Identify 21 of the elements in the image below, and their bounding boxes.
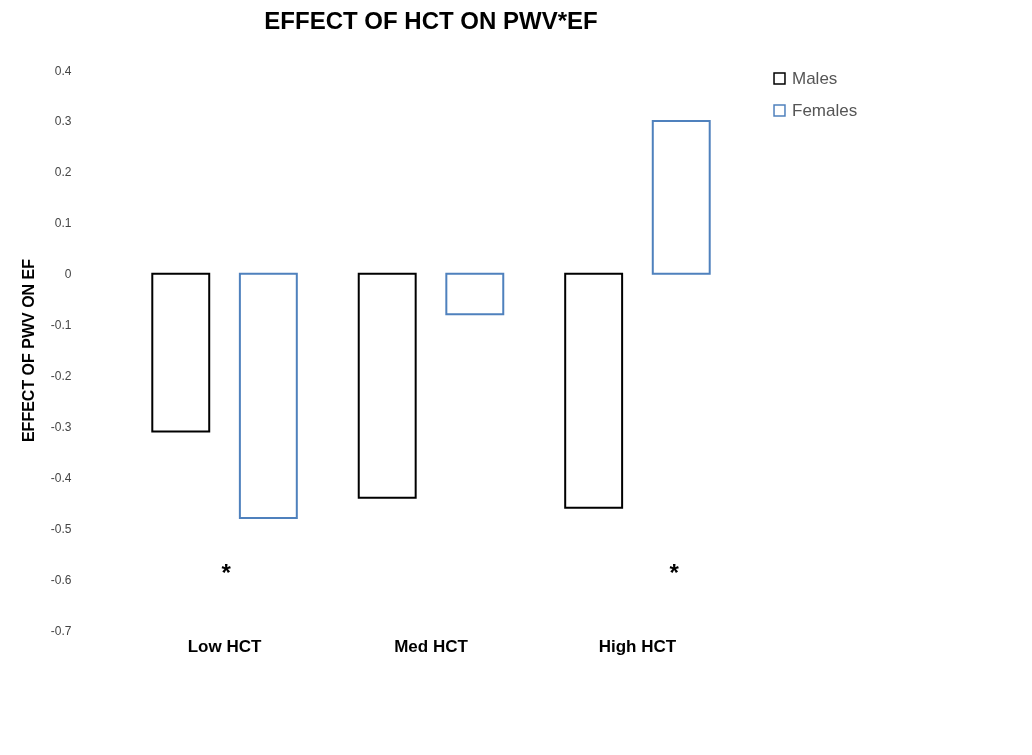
y-tick-label: 0.1: [54, 216, 72, 231]
y-tick-label: -0.2: [50, 368, 72, 383]
chart-title: EFFECT OF HCT ON PWV*EF: [264, 7, 598, 34]
x-tick-label: High HCT: [598, 636, 677, 656]
x-tick-label: Med HCT: [394, 636, 469, 656]
annotation: *: [221, 559, 232, 586]
y-tick-label: 0.2: [54, 165, 72, 180]
y-tick-label: -0.7: [50, 623, 72, 638]
y-tick-label: 0.3: [54, 114, 72, 129]
y-tick-label: -0.5: [50, 521, 72, 536]
y-tick-label: -0.1: [50, 318, 72, 333]
y-tick-label: -0.3: [50, 419, 72, 434]
legend-label: Males: [792, 68, 838, 88]
y-tick-label: 0.4: [54, 63, 72, 78]
annotation: *: [669, 559, 680, 586]
legend-label: Females: [792, 100, 858, 120]
x-tick-label: Low HCT: [187, 636, 262, 656]
y-axis-title: EFFECT OF PWV ON EF: [19, 258, 37, 443]
y-tick-label: 0: [64, 267, 72, 282]
y-tick-label: -0.6: [50, 572, 72, 587]
y-tick-label: -0.4: [50, 470, 72, 485]
